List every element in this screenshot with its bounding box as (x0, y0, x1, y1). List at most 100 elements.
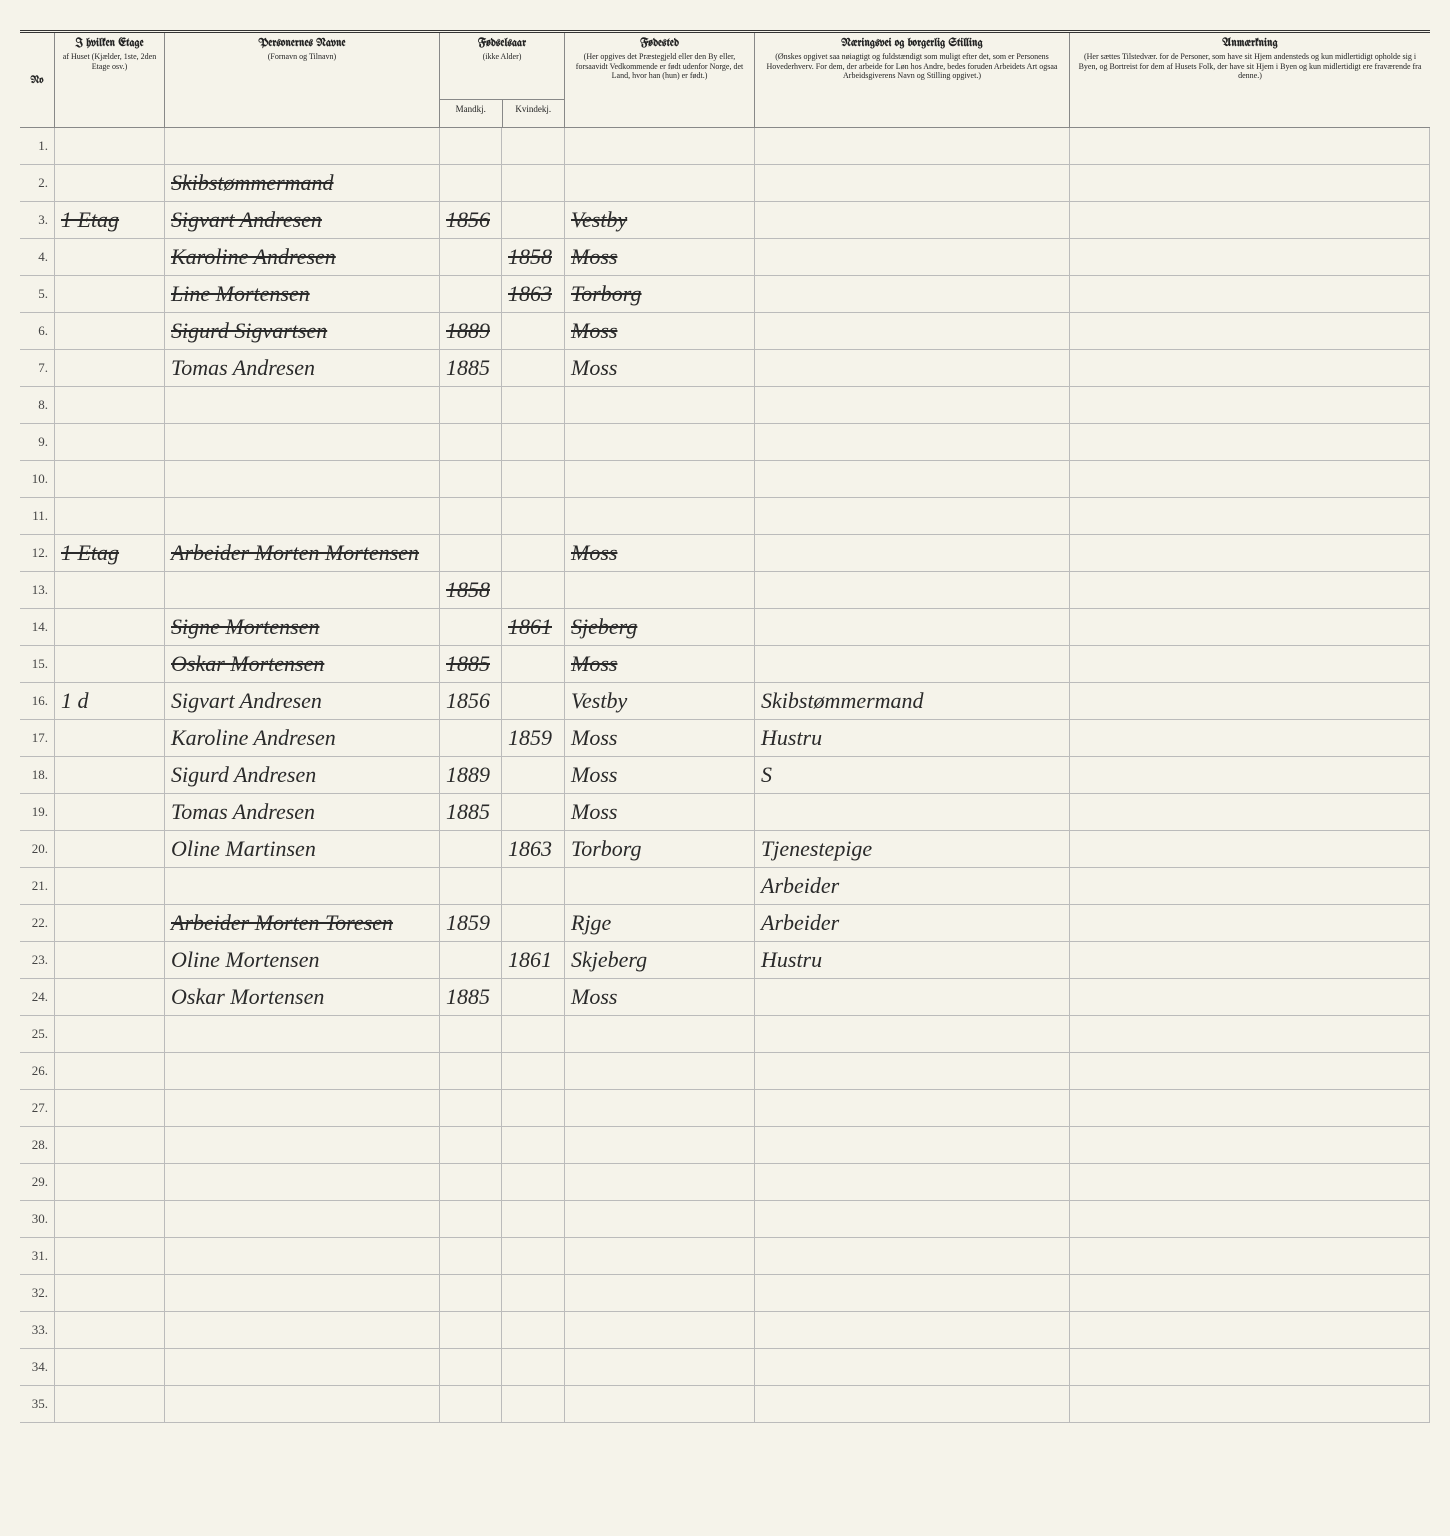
cell (502, 313, 565, 349)
table-row: 16.1 dSigvart Andresen1856VestbySkibstøm… (20, 683, 1430, 720)
cell (165, 1238, 440, 1274)
cell (440, 535, 502, 571)
cell: 1889 (440, 757, 502, 793)
cell (755, 1127, 1070, 1163)
row-number: 30. (20, 1201, 55, 1237)
table-row: 23.Oline Mortensen1861SkjebergHustru (20, 942, 1430, 979)
cell (165, 128, 440, 164)
cell: Moss (565, 794, 755, 830)
cell (1070, 1053, 1430, 1089)
cell (565, 572, 755, 608)
cell (55, 276, 165, 312)
cell (1070, 1312, 1430, 1348)
header-remarks-sub: (Her sættes Tilstedvær. for de Personer,… (1076, 52, 1424, 81)
cell (55, 942, 165, 978)
cell (165, 1349, 440, 1385)
table-row: 12.1 EtagArbeider Morten MortensenMoss (20, 535, 1430, 572)
cell: Vestby (565, 202, 755, 238)
cell (565, 165, 755, 201)
row-number: 29. (20, 1164, 55, 1200)
cell (440, 1164, 502, 1200)
row-number: 12. (20, 535, 55, 571)
cell-value: Oskar Mortensen (171, 984, 324, 1010)
cell: Torborg (565, 831, 755, 867)
cell (55, 424, 165, 460)
cell: Tjenestepige (755, 831, 1070, 867)
cell: 1 Etag (55, 535, 165, 571)
cell (55, 1053, 165, 1089)
row-number: 19. (20, 794, 55, 830)
cell-value: Moss (571, 799, 617, 825)
cell (1070, 1164, 1430, 1200)
cell (440, 831, 502, 867)
cell-value: Tomas Andresen (171, 355, 315, 381)
cell (165, 1386, 440, 1422)
cell (165, 424, 440, 460)
cell (565, 1201, 755, 1237)
cell-value: Sigvart Andresen (171, 207, 322, 233)
table-row: 1. (20, 128, 1430, 165)
cell-value: 1 Etag (61, 207, 119, 233)
row-number: 33. (20, 1312, 55, 1348)
cell: Skjeberg (565, 942, 755, 978)
cell (1070, 979, 1430, 1015)
cell (502, 350, 565, 386)
cell (1070, 757, 1430, 793)
cell (1070, 1386, 1430, 1422)
cell (440, 1090, 502, 1126)
cell (1070, 1201, 1430, 1237)
cell (440, 387, 502, 423)
cell (1070, 794, 1430, 830)
cell-value: 1 d (61, 688, 89, 714)
cell (1070, 461, 1430, 497)
cell (755, 1053, 1070, 1089)
header-occupation: Næringsvei og borgerlig Stilling (Ønskes… (755, 33, 1070, 127)
cell (440, 1349, 502, 1385)
cell (440, 942, 502, 978)
cell: Oline Martinsen (165, 831, 440, 867)
cell: Sigurd Sigvartsen (165, 313, 440, 349)
cell: Arbeider Morten Mortensen (165, 535, 440, 571)
cell (1070, 1090, 1430, 1126)
cell: Rjge (565, 905, 755, 941)
table-row: 8. (20, 387, 1430, 424)
cell (55, 1164, 165, 1200)
cell (165, 1312, 440, 1348)
header-birthplace-title: Fødested (571, 37, 748, 49)
header-year-female: Kvindekj. (503, 100, 565, 127)
cell (502, 535, 565, 571)
cell (755, 165, 1070, 201)
cell (502, 1238, 565, 1274)
cell (55, 720, 165, 756)
cell-value: Oskar Mortensen (171, 651, 324, 677)
cell-value: Torborg (571, 281, 642, 307)
cell-value: Rjge (571, 910, 611, 936)
cell (1070, 276, 1430, 312)
row-number: 22. (20, 905, 55, 941)
cell (565, 1127, 755, 1163)
cell (755, 1164, 1070, 1200)
cell (502, 498, 565, 534)
cell (440, 1201, 502, 1237)
cell (755, 387, 1070, 423)
cell-value: Torborg (571, 836, 642, 862)
cell-value: Moss (571, 355, 617, 381)
cell (755, 313, 1070, 349)
table-row: 24.Oskar Mortensen1885Moss (20, 979, 1430, 1016)
census-register-page: No I hvilken Etage af Huset (Kjælder, 1s… (20, 30, 1430, 1516)
cell (755, 239, 1070, 275)
cell (755, 276, 1070, 312)
cell-value: Arbeider Morten Toresen (171, 910, 393, 936)
cell (55, 1349, 165, 1385)
table-row: 4.Karoline Andresen1858Moss (20, 239, 1430, 276)
cell-value: Karoline Andresen (171, 244, 336, 270)
cell (565, 1016, 755, 1052)
cell (55, 461, 165, 497)
cell: Moss (565, 757, 755, 793)
cell (755, 1275, 1070, 1311)
cell: 1885 (440, 646, 502, 682)
cell-value: Moss (571, 762, 617, 788)
cell: Oskar Mortensen (165, 646, 440, 682)
cell (55, 572, 165, 608)
header-occupation-title: Næringsvei og borgerlig Stilling (761, 37, 1063, 49)
